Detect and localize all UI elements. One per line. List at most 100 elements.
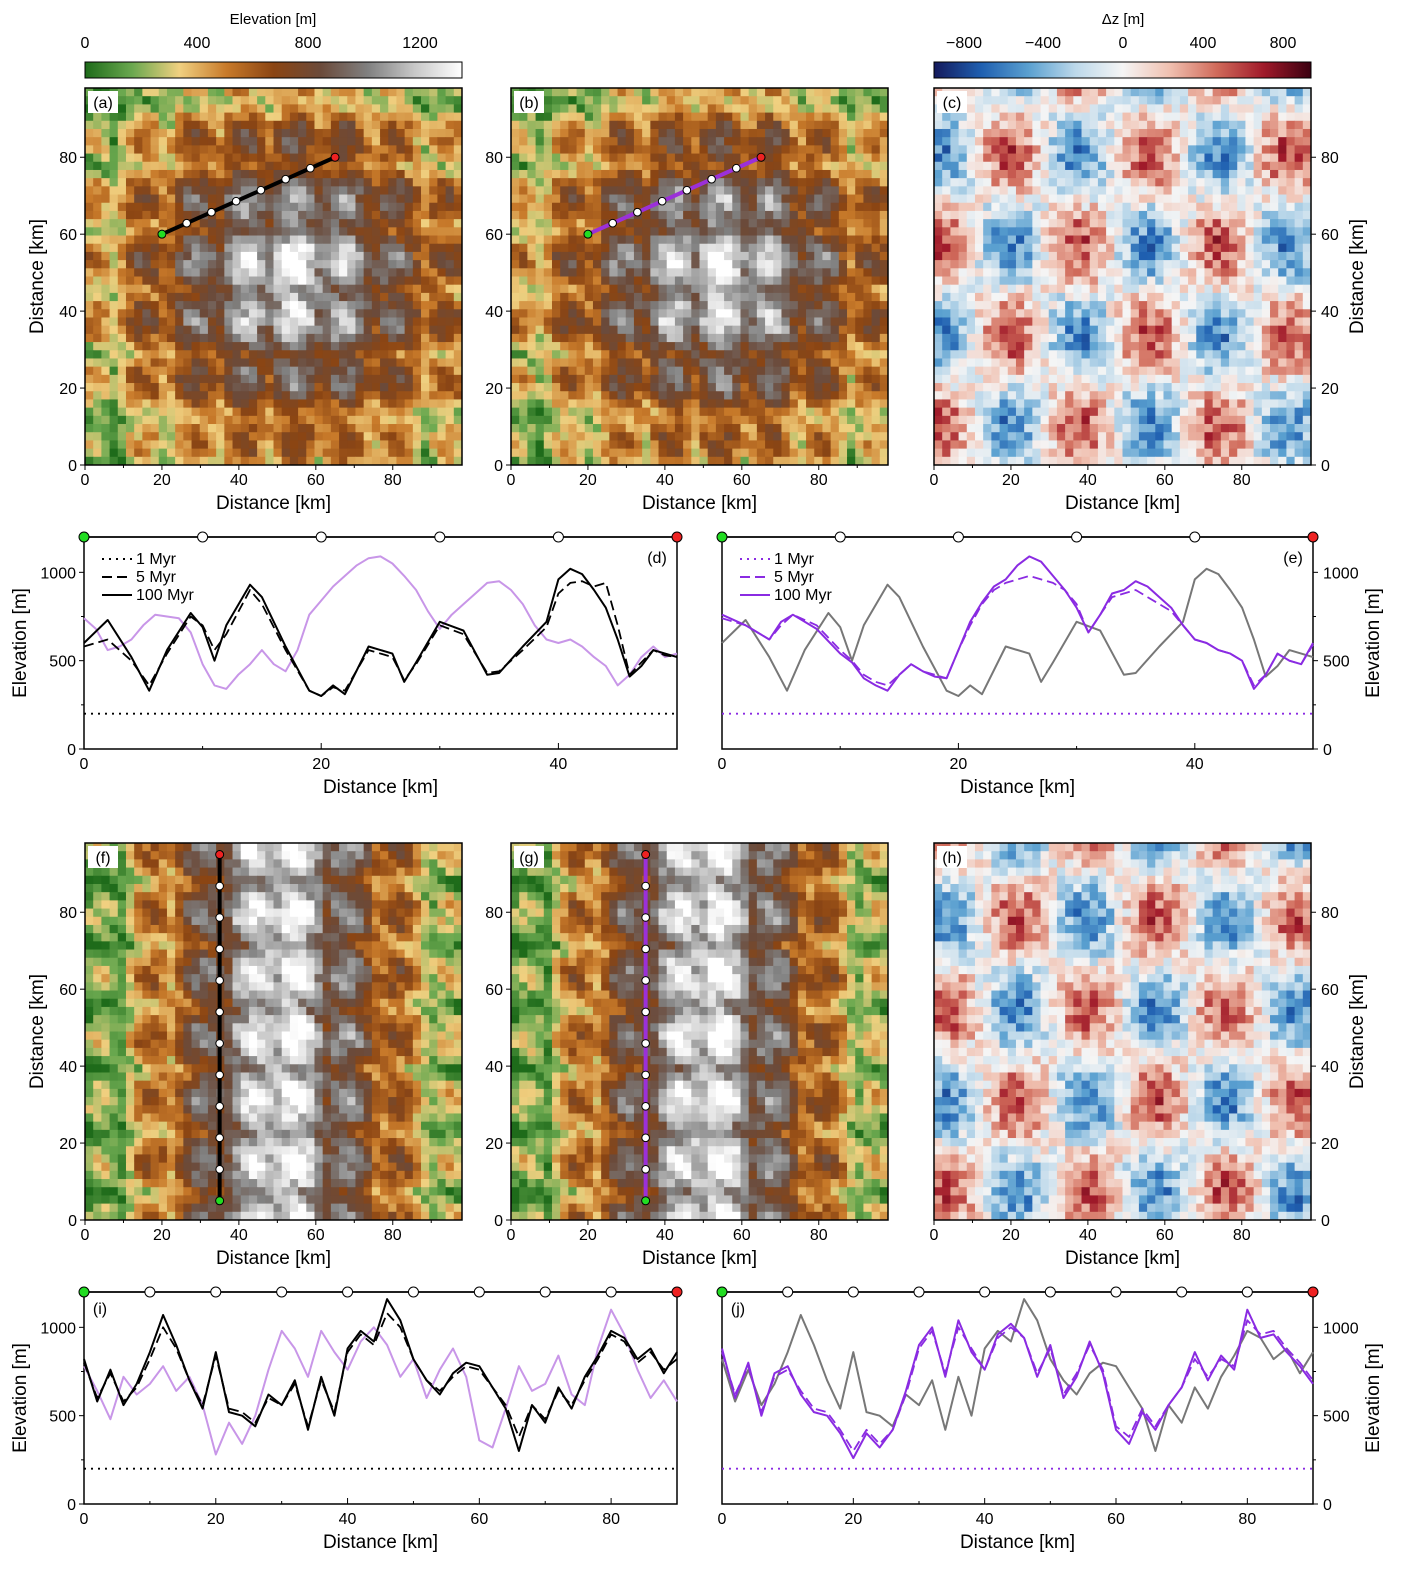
map-cell (421, 399, 430, 409)
map-cell (765, 202, 774, 212)
map-cell (814, 350, 823, 359)
map-cell (797, 366, 807, 376)
map-cell (551, 407, 561, 417)
map-cell (609, 194, 618, 204)
map-cell (1122, 186, 1132, 195)
map-cell (388, 260, 397, 269)
map-cell (707, 227, 717, 236)
map-cell (347, 161, 356, 171)
map-cell (773, 456, 782, 466)
map-cell (257, 202, 266, 212)
map-cell (281, 432, 291, 441)
map-cell (273, 96, 283, 105)
map-cell (1212, 88, 1222, 97)
map-cell (1212, 112, 1222, 122)
map-cell (248, 112, 258, 122)
map-cell (527, 350, 536, 359)
map-cell (879, 235, 889, 245)
map-cell (699, 440, 709, 450)
map-cell (625, 128, 635, 138)
map-cell (543, 309, 553, 318)
map-cell (543, 415, 553, 425)
map-cell (674, 350, 684, 359)
map-cell (134, 251, 143, 261)
map-cell (166, 292, 176, 302)
map-cell (322, 235, 332, 245)
map-cell (1237, 161, 1246, 171)
map-cell (240, 440, 250, 450)
map-cell (674, 137, 684, 146)
map-cell (535, 383, 545, 392)
map-cell (150, 145, 160, 154)
map-cell (109, 350, 119, 359)
map-cell (339, 268, 348, 277)
map-cell (773, 284, 782, 294)
map-cell (691, 243, 700, 253)
map-cell (101, 210, 110, 220)
map-cell (1073, 112, 1082, 122)
map-cell (109, 178, 119, 187)
map-cell (109, 169, 119, 179)
map-cell (543, 251, 553, 261)
map-cell (191, 104, 201, 113)
map-cell (257, 456, 266, 466)
map-cell (683, 235, 692, 245)
map-cell (1122, 194, 1132, 204)
map-cell (560, 202, 569, 212)
map-cell (232, 383, 242, 392)
map-cell (445, 374, 455, 384)
map-cell (855, 112, 864, 122)
map-cell (240, 120, 250, 130)
map-cell (633, 112, 643, 122)
map-cell (1056, 96, 1066, 105)
map-cell (683, 415, 692, 425)
map-cell (1237, 137, 1246, 146)
map-cell (248, 194, 258, 204)
map-cell (650, 260, 659, 269)
map-cell (421, 128, 430, 138)
map-cell (101, 366, 110, 376)
map-cell (134, 137, 143, 146)
map-cell (1261, 153, 1271, 163)
map-cell (584, 415, 594, 425)
map-cell (248, 137, 258, 146)
map-cell (642, 260, 651, 269)
map-cell (974, 137, 984, 146)
map-cell (674, 415, 684, 425)
map-cell (207, 399, 217, 409)
map-cell (445, 128, 455, 138)
map-cell (224, 251, 233, 261)
map-cell (551, 383, 561, 392)
map-cell (85, 383, 94, 392)
map-cell (609, 407, 618, 417)
map-cell (934, 169, 943, 179)
map-cell (314, 440, 324, 450)
map-cell (240, 219, 250, 228)
map-cell (707, 243, 717, 253)
map-cell (601, 292, 610, 302)
map-cell (879, 96, 889, 105)
map-cell (806, 128, 815, 138)
map-cell (265, 251, 274, 261)
map-cell (125, 456, 135, 466)
map-cell (658, 284, 668, 294)
map-cell (191, 153, 201, 163)
map-cell (781, 350, 791, 359)
map-cell (207, 456, 217, 466)
map-cell (642, 104, 651, 113)
map-cell (117, 374, 127, 384)
map-cell (388, 415, 397, 425)
map-cell (871, 391, 881, 400)
map-cell (371, 424, 381, 433)
map-cell (838, 342, 848, 351)
map-cell (535, 169, 545, 179)
map-cell (991, 88, 1000, 97)
map-cell (847, 186, 856, 195)
map-cell (822, 112, 832, 122)
map-cell (855, 194, 864, 204)
map-cell (257, 268, 266, 277)
map-cell (1048, 120, 1058, 130)
map-cell (265, 219, 274, 228)
map-cell (248, 219, 258, 228)
map-cell (248, 96, 258, 105)
